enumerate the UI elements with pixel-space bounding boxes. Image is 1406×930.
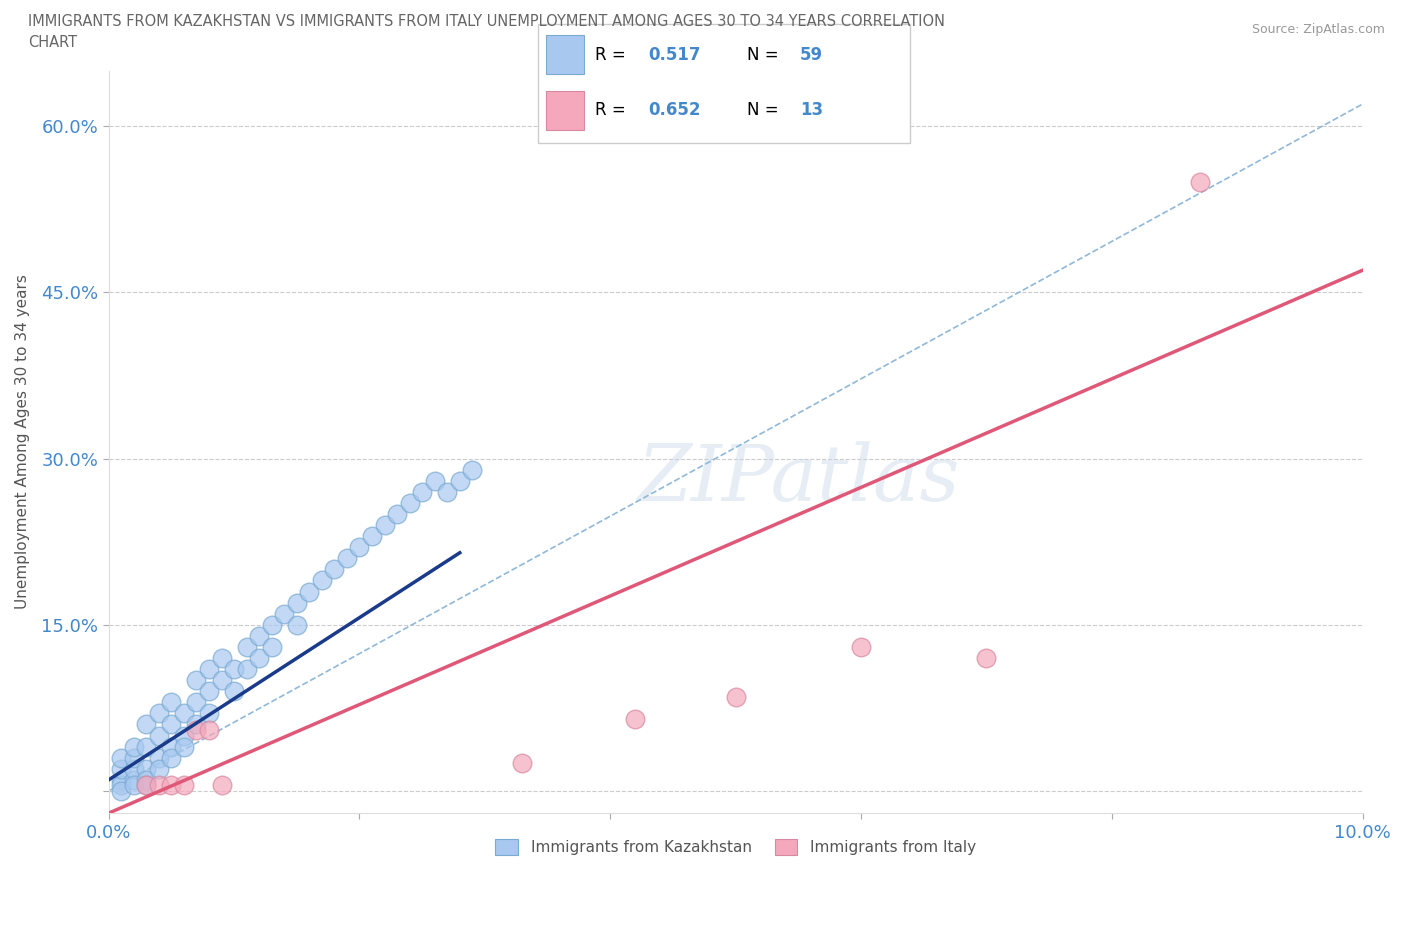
Point [110, 778, 132, 793]
Point [211, 778, 233, 793]
Point [135, 739, 157, 754]
Point [173, 739, 195, 754]
Point [160, 717, 183, 732]
Point [624, 711, 647, 726]
Point [235, 640, 257, 655]
Point [160, 778, 183, 793]
Point [148, 762, 170, 777]
Legend: Immigrants from Kazakhstan, Immigrants from Italy: Immigrants from Kazakhstan, Immigrants f… [489, 833, 981, 861]
Point [235, 661, 257, 676]
Point [135, 778, 157, 793]
Point [186, 723, 208, 737]
Point [285, 618, 308, 632]
Text: CHART: CHART [28, 35, 77, 50]
Point [976, 651, 998, 666]
Point [273, 606, 295, 621]
Point [148, 706, 170, 721]
Point [135, 778, 157, 793]
Point [198, 723, 221, 737]
Point [423, 473, 446, 488]
Text: N =: N = [747, 101, 783, 119]
Text: Source: ZipAtlas.com: Source: ZipAtlas.com [1251, 23, 1385, 36]
Point [461, 462, 484, 477]
Point [247, 629, 270, 644]
Point [336, 551, 359, 565]
Point [411, 485, 433, 499]
Point [398, 496, 420, 511]
Point [373, 518, 395, 533]
Point [148, 778, 170, 793]
Point [186, 695, 208, 710]
Text: 0.652: 0.652 [648, 101, 700, 119]
Point [323, 562, 346, 577]
Point [311, 573, 333, 588]
Point [110, 773, 132, 788]
Point [173, 778, 195, 793]
Point [198, 661, 221, 676]
Point [724, 689, 747, 704]
Point [122, 762, 145, 777]
Point [222, 684, 245, 698]
Point [260, 640, 283, 655]
FancyBboxPatch shape [546, 91, 583, 129]
Point [110, 784, 132, 799]
Text: R =: R = [595, 46, 631, 63]
Point [135, 717, 157, 732]
Point [186, 717, 208, 732]
Point [211, 672, 233, 687]
Point [449, 473, 471, 488]
Point [110, 762, 132, 777]
Point [110, 751, 132, 765]
Point [1188, 174, 1211, 189]
Point [148, 751, 170, 765]
Point [385, 507, 408, 522]
Point [160, 739, 183, 754]
FancyBboxPatch shape [546, 35, 583, 74]
Point [173, 728, 195, 743]
Point [298, 584, 321, 599]
Point [260, 618, 283, 632]
Point [122, 751, 145, 765]
Point [247, 651, 270, 666]
Text: ZIPatlas: ZIPatlas [637, 441, 959, 517]
Text: 59: 59 [800, 46, 823, 63]
Point [122, 778, 145, 793]
Text: 0.517: 0.517 [648, 46, 700, 63]
Point [512, 756, 534, 771]
Point [135, 762, 157, 777]
Point [361, 528, 384, 543]
Point [849, 640, 872, 655]
Point [160, 695, 183, 710]
Text: IMMIGRANTS FROM KAZAKHSTAN VS IMMIGRANTS FROM ITALY UNEMPLOYMENT AMONG AGES 30 T: IMMIGRANTS FROM KAZAKHSTAN VS IMMIGRANTS… [28, 14, 945, 29]
Point [148, 728, 170, 743]
Point [436, 485, 458, 499]
Point [222, 661, 245, 676]
Point [198, 684, 221, 698]
Point [122, 739, 145, 754]
Point [285, 595, 308, 610]
Text: N =: N = [747, 46, 783, 63]
Point [122, 773, 145, 788]
Point [186, 672, 208, 687]
Y-axis label: Unemployment Among Ages 30 to 34 years: Unemployment Among Ages 30 to 34 years [15, 274, 30, 609]
Point [160, 751, 183, 765]
Point [211, 651, 233, 666]
FancyBboxPatch shape [538, 24, 910, 143]
Point [173, 706, 195, 721]
Text: 13: 13 [800, 101, 823, 119]
Text: R =: R = [595, 101, 631, 119]
Point [198, 706, 221, 721]
Point [135, 773, 157, 788]
Point [349, 539, 371, 554]
